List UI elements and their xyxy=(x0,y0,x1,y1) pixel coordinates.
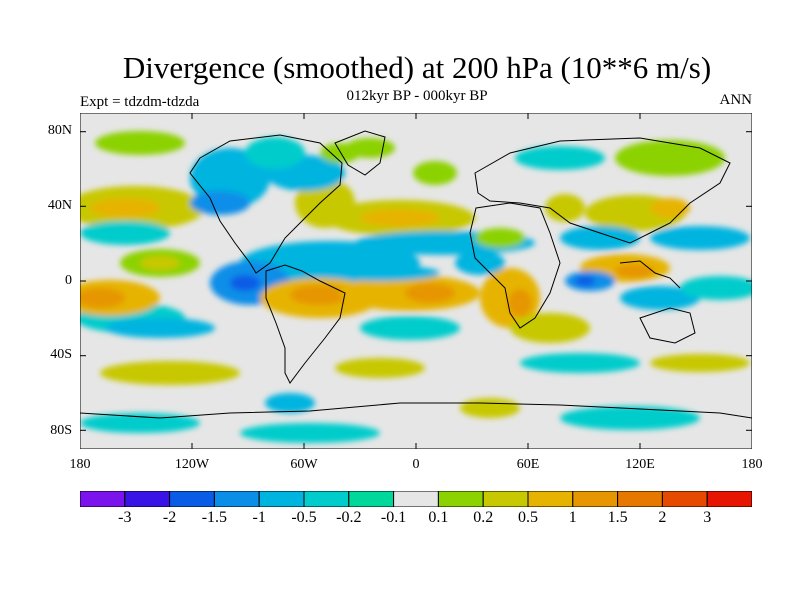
field-region xyxy=(95,131,185,155)
colorbar-swatch xyxy=(348,491,395,507)
colorbar-label: 3 xyxy=(703,509,712,526)
field-region xyxy=(560,226,640,250)
divergence-map xyxy=(80,113,752,449)
field-region xyxy=(508,289,532,317)
lon-label-60w: 60W xyxy=(290,457,318,472)
colorbar-swatch xyxy=(80,491,126,507)
lon-label-60e: 60E xyxy=(516,457,540,472)
field-region xyxy=(345,138,395,158)
colorbar-label: 2 xyxy=(658,509,667,526)
field-region xyxy=(320,265,440,281)
field-region xyxy=(615,264,655,278)
field-region xyxy=(80,221,170,245)
field-region xyxy=(360,209,440,227)
colorbar-label: 0.5 xyxy=(518,509,538,526)
field-region xyxy=(100,361,240,385)
colorbar-swatch xyxy=(482,491,529,507)
field-region xyxy=(510,313,590,343)
map-subtitle: 012kyr BP - 000kyr BP xyxy=(346,88,488,104)
lon-label-180e: 180 xyxy=(741,457,763,472)
field-region xyxy=(80,413,200,433)
field-region xyxy=(335,358,425,378)
colorbar-swatch xyxy=(258,491,305,507)
coastlines xyxy=(80,130,752,419)
field-region xyxy=(265,393,315,413)
field-region xyxy=(650,198,690,218)
field-region xyxy=(105,318,215,338)
field-region xyxy=(413,161,457,185)
field-region xyxy=(140,256,180,270)
field-region xyxy=(475,228,525,248)
field-region xyxy=(405,283,455,303)
lat-label-80n: 80N xyxy=(47,123,72,138)
field-region xyxy=(680,276,752,300)
field-region xyxy=(360,316,460,340)
colorbar-label: 1 xyxy=(568,509,577,526)
lat-label-40n: 40N xyxy=(47,198,72,213)
colorbar-swatch xyxy=(303,491,350,507)
field-region xyxy=(615,140,725,176)
colorbar-label: -0.5 xyxy=(291,509,317,526)
colorbar-swatch xyxy=(661,491,708,507)
colorbar-swatch xyxy=(617,491,663,507)
colorbar-swatch xyxy=(124,491,171,507)
colorbar-swatch xyxy=(706,491,752,507)
field-region xyxy=(90,198,160,218)
field-region xyxy=(545,194,585,222)
colorbar-label: -3 xyxy=(118,509,132,526)
lon-label-0: 0 xyxy=(412,457,420,472)
lon-label-120e: 120E xyxy=(625,457,655,472)
colorbar-swatch xyxy=(527,491,574,507)
experiment-label: Expt = tdzdm-tdzda xyxy=(80,94,200,110)
field-region xyxy=(520,353,640,373)
axis-ticks xyxy=(80,113,752,449)
field-region xyxy=(650,226,750,250)
colorbar-swatch xyxy=(437,491,484,507)
colorbar-label: -2 xyxy=(162,509,177,526)
colorbar-swatch xyxy=(213,491,260,507)
field-region xyxy=(190,191,250,215)
colorbar-swatch xyxy=(572,491,619,507)
field-region xyxy=(245,137,305,169)
field-region xyxy=(515,146,605,170)
field-region xyxy=(560,406,700,430)
colorbar-label: -1.5 xyxy=(201,509,228,526)
colorbar-label: -0.1 xyxy=(380,509,407,526)
colorbar-label: -0.2 xyxy=(336,509,362,526)
lon-label-180w: 180 xyxy=(69,457,91,472)
colorbar-swatch xyxy=(169,491,215,507)
field-region xyxy=(80,288,125,308)
colorbar-label: 0.2 xyxy=(473,509,494,526)
colorbar-swatch xyxy=(393,491,439,507)
field-region xyxy=(230,275,260,291)
field-region xyxy=(650,354,750,372)
field-region xyxy=(460,398,520,418)
lat-label-40s: 40S xyxy=(50,347,72,362)
field-region xyxy=(620,286,700,310)
lon-label-120w: 120W xyxy=(174,457,210,472)
field-region xyxy=(290,285,350,305)
season-label: ANN xyxy=(719,92,753,108)
map-title: Divergence (smoothed) at 200 hPa (10**6 … xyxy=(122,50,712,85)
colorbar-label: 1.5 xyxy=(607,509,628,526)
field-region xyxy=(240,423,380,443)
colorbar-label: 0.1 xyxy=(428,509,449,526)
field-region xyxy=(575,276,595,286)
colorbar-label: -1 xyxy=(252,509,266,526)
colorbar xyxy=(80,491,752,507)
lat-label-0: 0 xyxy=(65,273,72,288)
lat-label-80s: 80S xyxy=(50,423,72,438)
